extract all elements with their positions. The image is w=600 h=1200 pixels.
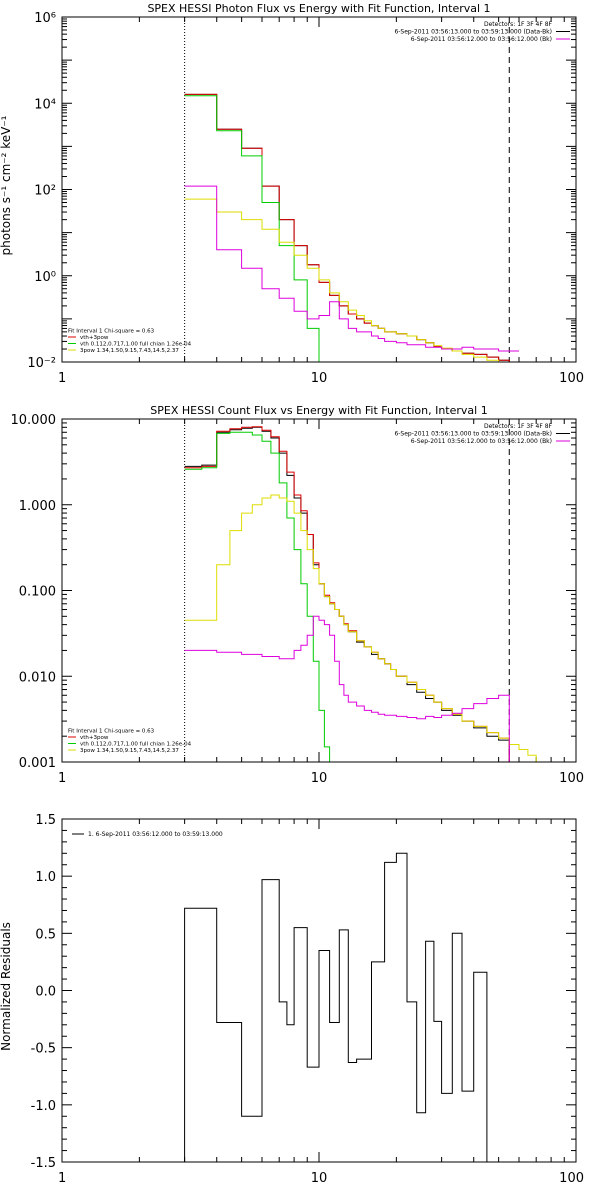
legend-entry-label: 6-Sep-2011 03:56:13.000 to 03:59:13.000 …: [394, 29, 552, 36]
legend-entry-label: vth+3pow: [80, 335, 109, 341]
y-tick-label: 10⁰: [34, 270, 56, 285]
x-axis-ticks: [61, 819, 565, 1162]
x-tick-label: 1: [58, 771, 66, 786]
x-axis-ticks: [61, 419, 565, 762]
y-tick-label: -1.0: [31, 1099, 56, 1114]
y-tick-label: 0.001: [19, 756, 56, 771]
series-line-2: [184, 431, 331, 762]
y-tick-label: 1.0: [35, 870, 56, 885]
legend-entry-label: 6-Sep-2011 03:56:13.000 to 03:59:13.000 …: [394, 431, 552, 438]
y-axis-label: photons s⁻¹ cm⁻² keV⁻¹: [0, 115, 13, 255]
y-tick-label: 10⁻²: [27, 356, 56, 371]
plot-area: [184, 852, 500, 1162]
plot-area: [184, 426, 545, 762]
panel-3: Normalized Residuals 1 10 100 -1.5 -1.0 -0.5 0.…: [0, 813, 584, 1186]
y-tick-label: 10.000: [11, 413, 57, 428]
x-axis-ticks: [61, 17, 565, 362]
x-tick-label: 10: [311, 1171, 328, 1186]
legend-entry-label: 6-Sep-2011 03:56:12.000 to 03:56:12.000 …: [411, 438, 552, 445]
legend-top: 1. 6-Sep-2011 03:56:12.000 to 03:59:13.0…: [72, 831, 223, 838]
y-axis-ticks: [62, 18, 576, 363]
x-tick-label: 10: [311, 771, 328, 786]
plot-area: [184, 93, 519, 362]
legend-entry-label: vth 0.112,0.717,1.00 full chian 1.26e-04: [80, 342, 192, 348]
plot-frame: [61, 418, 577, 763]
panel-1: SPEX HESSI Photon Flux vs Energy with Fi…: [0, 2, 584, 386]
legend-top: Detectors: 1F 3F 4F 8F6-Sep-2011 03:56:1…: [394, 21, 570, 43]
chart-title: SPEX HESSI Count Flux vs Energy with Fit…: [150, 404, 487, 417]
y-tick-label: 10²: [34, 184, 56, 199]
legend-entry-label: 6-Sep-2011 03:56:12.000 to 03:56:12.000 …: [411, 36, 552, 43]
y-axis-label: Normalized Residuals: [0, 922, 13, 1051]
x-tick-label: 10: [311, 371, 328, 386]
series-line-4: [184, 185, 519, 352]
y-tick-label: 10⁶: [34, 11, 56, 26]
legend-entry-label: Fit Interval 1 Chi-square = 0.63: [68, 729, 155, 735]
y-tick-label: 0.010: [19, 670, 56, 685]
x-tick-label: 100: [559, 771, 584, 786]
x-tick-label: 1: [58, 371, 66, 386]
x-tick-label: 1: [58, 1171, 66, 1186]
panel-2: SPEX HESSI Count Flux vs Energy with Fit…: [11, 404, 585, 786]
series-line-0: [184, 852, 500, 1162]
y-axis-ticks: [62, 818, 576, 1163]
y-axis-ticks: [62, 422, 576, 763]
legend-entry-label: vth+3pow: [80, 735, 109, 741]
legend-entry-label: 3pow 1.34,1.50,9.15,7.43,14.5,2.37: [80, 748, 179, 754]
legend-entry-label: 1. 6-Sep-2011 03:56:12.000 to 03:59:13.0…: [88, 831, 223, 838]
legend-entry-label: Detectors: 1F 3F 4F 8F: [484, 423, 553, 430]
plot-frame: [61, 818, 577, 1163]
series-line-2: [184, 95, 320, 362]
y-tick-label: 0.100: [19, 585, 56, 600]
y-tick-label: -1.5: [31, 1156, 56, 1171]
legend-entry-label: Detectors: 1F 3F 4F 8F: [484, 21, 553, 28]
y-tick-label: 10⁴: [34, 97, 56, 112]
legend-bottom: Fit Interval 1 Chi-square = 0.63vth+3pow…: [68, 729, 192, 754]
plot-frame: [61, 16, 577, 363]
series-line-3: [184, 198, 500, 362]
legend-bottom: Fit Interval 1 Chi-square = 0.63vth+3pow…: [68, 329, 192, 354]
series-line-4: [184, 615, 510, 762]
series-line-3: [184, 494, 545, 762]
chart-title: SPEX HESSI Photon Flux vs Energy with Fi…: [147, 2, 490, 15]
legend-entry-label: Fit Interval 1 Chi-square = 0.63: [68, 329, 155, 335]
legend-entry-label: 3pow 1.34,1.50,9.15,7.43,14.5,2.37: [80, 348, 179, 354]
y-tick-label: 1.5: [35, 813, 56, 828]
y-tick-label: 0.0: [35, 985, 56, 1000]
y-tick-label: 0.5: [35, 927, 56, 942]
legend-entry-label: vth 0.112,0.717,1.00 full chian 1.26e-04: [80, 742, 192, 748]
series-line-0: [184, 93, 519, 362]
y-tick-label: -0.5: [31, 1042, 56, 1057]
x-tick-label: 100: [559, 1171, 584, 1186]
x-tick-label: 100: [559, 371, 584, 386]
y-tick-label: 1.000: [19, 499, 56, 514]
legend-top: Detectors: 1F 3F 4F 8F6-Sep-2011 03:56:1…: [394, 423, 570, 445]
series-line-1: [184, 93, 519, 362]
